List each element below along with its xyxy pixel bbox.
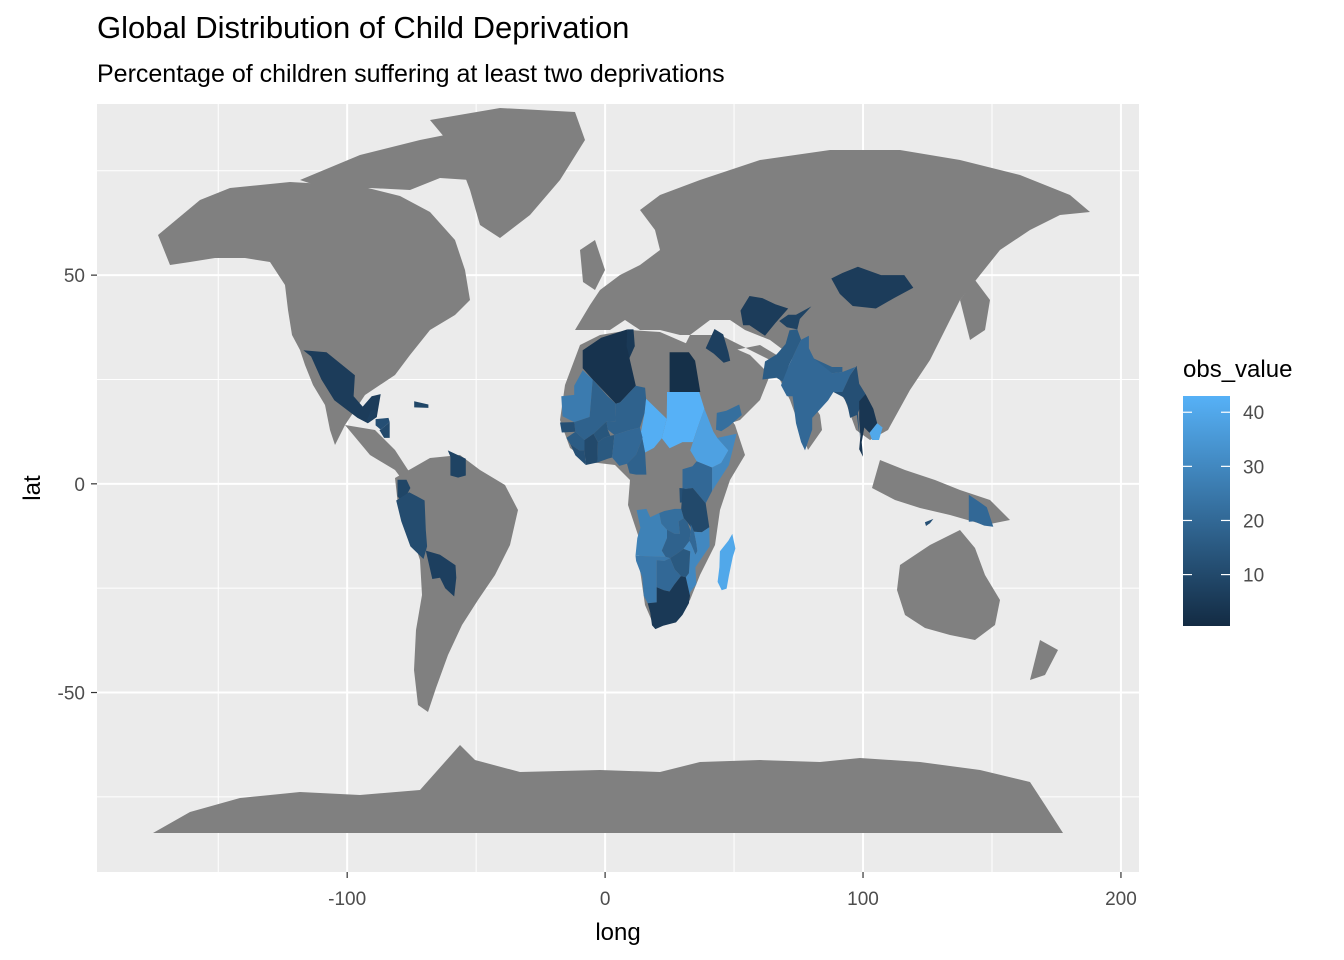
- region-namibia: Namibia: [635, 555, 671, 604]
- region-madagascar: Madagascar: [717, 533, 736, 591]
- y-tick-label: 0: [74, 475, 85, 496]
- region-egypt: Egypt: [669, 352, 701, 392]
- region-iraq: Iraq: [705, 329, 731, 363]
- region-south-africa: South Africa: [647, 576, 690, 630]
- region-turkmenistan-uzbekistan: Turkmenistan-Uzbekistan: [740, 296, 789, 336]
- x-tick-label: 100: [847, 889, 879, 910]
- region-yemen: Yemen: [716, 404, 742, 432]
- region-guinea: Guinea: [566, 431, 585, 451]
- region-peru: Peru: [396, 492, 428, 559]
- region-tunisia: Tunisia: [626, 329, 635, 358]
- legend-title: obs_value: [1183, 356, 1292, 383]
- region-nepal-bhutan: Nepal-Bhutan: [811, 357, 843, 374]
- region-haiti-dr: Haiti-DR: [414, 401, 429, 408]
- region-ethiopia: Ethiopia: [690, 408, 729, 468]
- region-mexico: Mexico: [303, 350, 381, 424]
- x-tick-label: 200: [1105, 889, 1137, 910]
- legend-tick-label: 10: [1243, 566, 1264, 587]
- region-zambia: Zambia: [661, 518, 691, 559]
- region-burkina-faso: Burkina Faso: [593, 421, 611, 443]
- region-cambodia: Cambodia: [869, 423, 883, 440]
- major-gridlines: [97, 104, 1139, 872]
- y-tick-label: 50: [64, 266, 85, 287]
- region-mozambique: Mozambique: [683, 527, 710, 596]
- region-senegal-gambia: Senegal-Gambia: [560, 422, 576, 433]
- region-zimbabwe: Zimbabwe: [670, 548, 691, 578]
- legend-tick-label: 20: [1243, 511, 1264, 532]
- region-botswana: Botswana: [656, 558, 681, 592]
- x-axis-ticks: -100 0 100 200: [328, 872, 1137, 910]
- x-tick-label: -100: [328, 889, 366, 910]
- y-tick-label: -50: [58, 684, 85, 705]
- region-dr-congo-south: DR Congo South: [659, 508, 684, 534]
- region-uganda-kenya: Uganda-Kenya: [682, 461, 713, 504]
- chart-subtitle: Percentage of children suffering at leas…: [97, 60, 725, 88]
- region-cameroon: Cameroon: [627, 431, 647, 475]
- region-cote-d-ivoire: Cote d'Ivoire: [584, 433, 598, 465]
- region-bangladesh-myanmar: Bangladesh-Myanmar: [833, 365, 866, 438]
- region-nigeria: Nigeria: [612, 427, 643, 466]
- legend-tick-label: 30: [1243, 457, 1264, 478]
- region-mali: Mali: [574, 379, 616, 440]
- region-sudan-car: Sudan-CAR: [661, 392, 705, 449]
- legend-tick-label: 40: [1243, 403, 1264, 424]
- region-papua-new-guinea: Papua New Guinea: [968, 494, 994, 527]
- region-mongolia: Mongolia: [831, 266, 914, 309]
- region-tanzania: Tanzania: [681, 488, 710, 533]
- region-algeria: Algeria: [582, 329, 636, 404]
- region-timor: Timor: [924, 518, 934, 526]
- region-guyana-suriname: Guyana-Suriname: [447, 450, 466, 478]
- country-regions: MexicoGuatemalaHondurasNicaragua Haiti-DR…: [303, 266, 994, 630]
- chart-title: Global Distribution of Child Deprivation: [97, 10, 630, 45]
- region-ghana-togo-benin: Ghana-Togo-Benin: [597, 435, 615, 463]
- region-niger: Niger: [606, 385, 647, 435]
- region-india: India: [781, 335, 856, 451]
- region-thailand: Thailand: [859, 394, 878, 457]
- region-angola: Angola: [635, 508, 667, 557]
- y-axis-title: lat: [19, 475, 46, 501]
- region-nicaragua: Nicaragua: [379, 422, 390, 438]
- x-tick-label: 0: [600, 889, 611, 910]
- legend-ticks: 10 20 30 40: [1183, 403, 1264, 587]
- x-axis-title: long: [595, 919, 640, 946]
- y-axis-ticks: -50 0 50: [58, 266, 97, 705]
- region-malawi: Malawi: [689, 523, 698, 555]
- region-sierra-leone-liberia: Sierra Leone-Liberia: [570, 444, 586, 465]
- region-ecuador: Ecuador: [397, 479, 411, 503]
- region-guatemala: Guatemala: [367, 409, 377, 424]
- region-honduras: Honduras: [375, 417, 390, 430]
- region-pakistan: Pakistan: [762, 329, 802, 384]
- region-bolivia-paraguay: Bolivia-Paraguay: [425, 550, 457, 597]
- region-chad: Chad: [641, 398, 667, 453]
- region-somalia: Somalia: [712, 433, 737, 491]
- region-tajikistan-kyrgyzstan: Tajikistan-Kyrgyzstan: [779, 306, 812, 330]
- legend-colorbar: [1183, 396, 1230, 626]
- region-mauritania: Mauritania: [561, 370, 593, 423]
- legend: obs_value 10 20 30 40: [1183, 356, 1292, 626]
